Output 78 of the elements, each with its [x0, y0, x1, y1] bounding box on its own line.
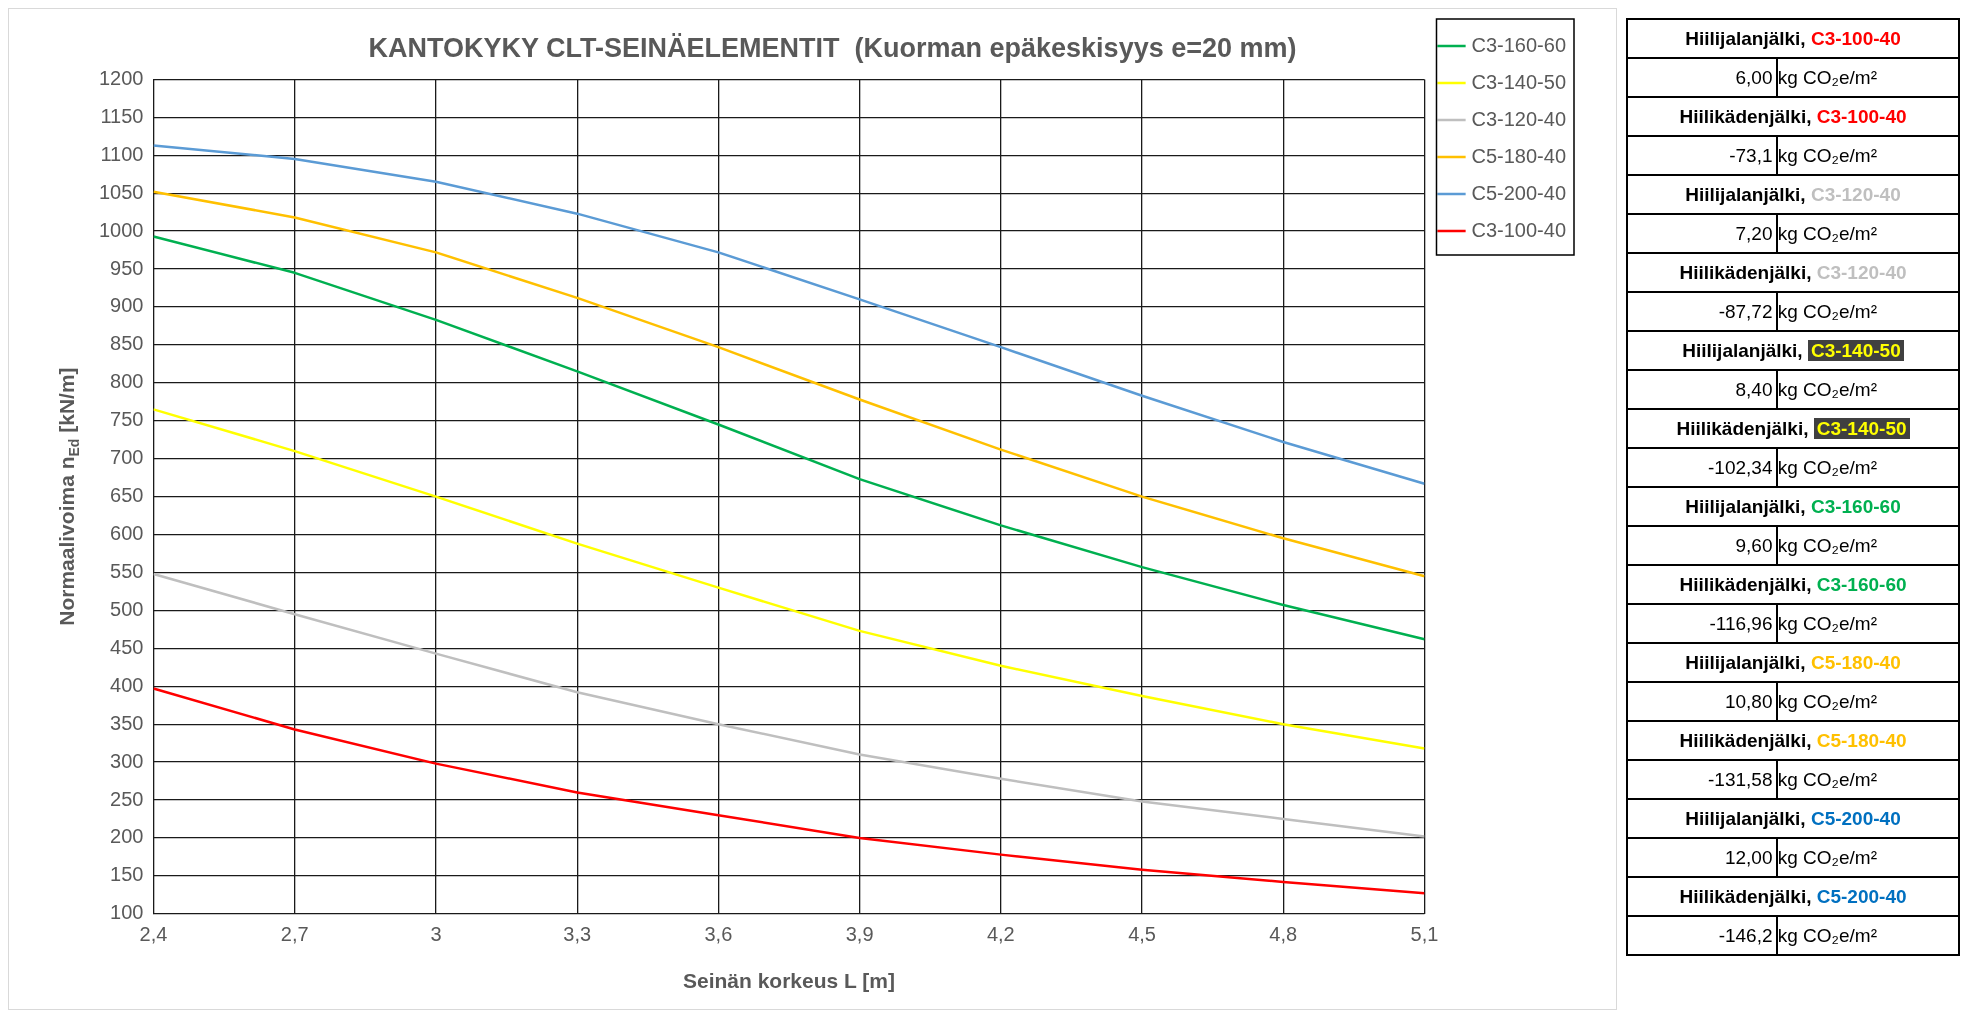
y-tick-label: 200 [110, 825, 144, 848]
text: Hiilijalanjälki, [1685, 183, 1806, 205]
text: 8,40 kg CO₂e/m² [1735, 378, 1877, 400]
legend-label: C3-120-40 [1471, 107, 1567, 130]
y-tick-label: 150 [110, 863, 144, 886]
text: Hiilijalanjälki, [1682, 339, 1803, 361]
y-tick-label: 550 [110, 559, 144, 582]
y-tick-label: 1050 [98, 180, 144, 203]
text: -131,58 kg CO₂e/m² [1708, 768, 1877, 790]
y-tick-label: 800 [110, 370, 144, 393]
y-tick-label: 250 [110, 787, 144, 810]
x-tick-label: 4,5 [1128, 923, 1156, 946]
legend-label: C3-100-40 [1471, 218, 1567, 241]
x-tick-label: 4,8 [1269, 923, 1298, 946]
legend-label: C3-140-50 [1471, 70, 1567, 93]
x-tick-label: 3 [430, 923, 442, 946]
category-label: C3-140-50 [1807, 339, 1904, 361]
x-tick-label: 2,7 [280, 923, 309, 946]
text: -102,34 kg CO₂e/m² [1708, 456, 1877, 478]
text: -146,2 kg CO₂e/m² [1718, 924, 1877, 946]
y-tick-label: 900 [110, 294, 144, 317]
x-tick-label: 5,1 [1410, 923, 1439, 946]
y-tick-label: 700 [110, 446, 144, 469]
category-label: C3-140-50 [1813, 417, 1910, 439]
text: Hiilikädenjälki, [1679, 885, 1812, 907]
category-label: C3-160-60 [1816, 573, 1907, 595]
chart-title: KANTOKYKY CLT-SEINÄELEMENTIT (Kuorman epäkeskisyys e=20 mm) [368, 32, 1297, 63]
y-tick-label: 100 [110, 901, 144, 924]
y-tick-label: 500 [110, 597, 144, 620]
y-tick-label: 750 [110, 408, 144, 431]
text: Hiilikädenjälki, [1679, 105, 1812, 127]
category-label: C3-120-40 [1810, 183, 1901, 205]
x-tick-label: 3,9 [845, 923, 874, 946]
category-label: C5-180-40 [1816, 729, 1907, 751]
x-tick-label: 3,3 [563, 923, 592, 946]
y-axis-title: Normaalivoima nEd [kN/m] [55, 367, 82, 626]
text: 6,00 kg CO₂e/m² [1735, 66, 1877, 88]
text: Hiilikädenjälki, [1676, 417, 1809, 439]
text: -73,1 kg CO₂e/m² [1729, 144, 1877, 166]
text: 10,80 kg CO₂e/m² [1724, 690, 1877, 712]
y-tick-label: 600 [110, 522, 144, 545]
x-tick-label: 4,2 [986, 923, 1015, 946]
y-tick-label: 950 [110, 256, 144, 279]
category-label: C5-180-40 [1810, 651, 1901, 673]
legend-label: C3-160-60 [1471, 33, 1567, 56]
text: Hiilikädenjälki, [1679, 729, 1812, 751]
legend-label: C5-200-40 [1471, 181, 1567, 204]
text: Hiilijalanjälki, [1685, 651, 1806, 673]
category-label: C3-100-40 [1816, 105, 1907, 127]
text: 7,20 kg CO₂e/m² [1735, 222, 1877, 244]
y-tick-label: 400 [110, 673, 144, 696]
x-tick-label: 2,4 [139, 923, 168, 946]
text: -116,96 kg CO₂e/m² [1709, 612, 1877, 634]
y-tick-label: 300 [110, 749, 144, 772]
category-label: C3-120-40 [1816, 261, 1907, 283]
y-tick-label: 1100 [100, 142, 144, 165]
category-label: C3-160-60 [1810, 495, 1901, 517]
text: Hiilijalanjälki, [1685, 27, 1806, 49]
y-tick-label: 1200 [98, 66, 144, 89]
y-tick-label: 450 [110, 635, 144, 658]
x-tick-label: 3,6 [704, 923, 733, 946]
text: Hiilijalanjälki, [1685, 807, 1806, 829]
text: Hiilikädenjälki, [1679, 573, 1812, 595]
text: -87,72 kg CO₂e/m² [1718, 300, 1877, 322]
text: 9,60 kg CO₂e/m² [1735, 534, 1877, 556]
legend-label: C5-180-40 [1471, 144, 1567, 167]
category-label: C5-200-40 [1810, 807, 1901, 829]
y-tick-label: 350 [110, 711, 144, 734]
text: Hiilijalanjälki, [1685, 495, 1806, 517]
y-tick-label: 1000 [98, 218, 144, 241]
text: 12,00 kg CO₂e/m² [1724, 846, 1877, 868]
y-tick-label: 850 [110, 332, 144, 355]
category-label: C5-200-40 [1816, 885, 1907, 907]
text: Hiilikädenjälki, [1679, 261, 1812, 283]
x-axis-title: Seinän korkeus L [m] [682, 969, 895, 993]
y-tick-label: 650 [110, 484, 144, 507]
y-tick-label: 1150 [100, 104, 144, 127]
category-label: C3-100-40 [1810, 27, 1901, 49]
